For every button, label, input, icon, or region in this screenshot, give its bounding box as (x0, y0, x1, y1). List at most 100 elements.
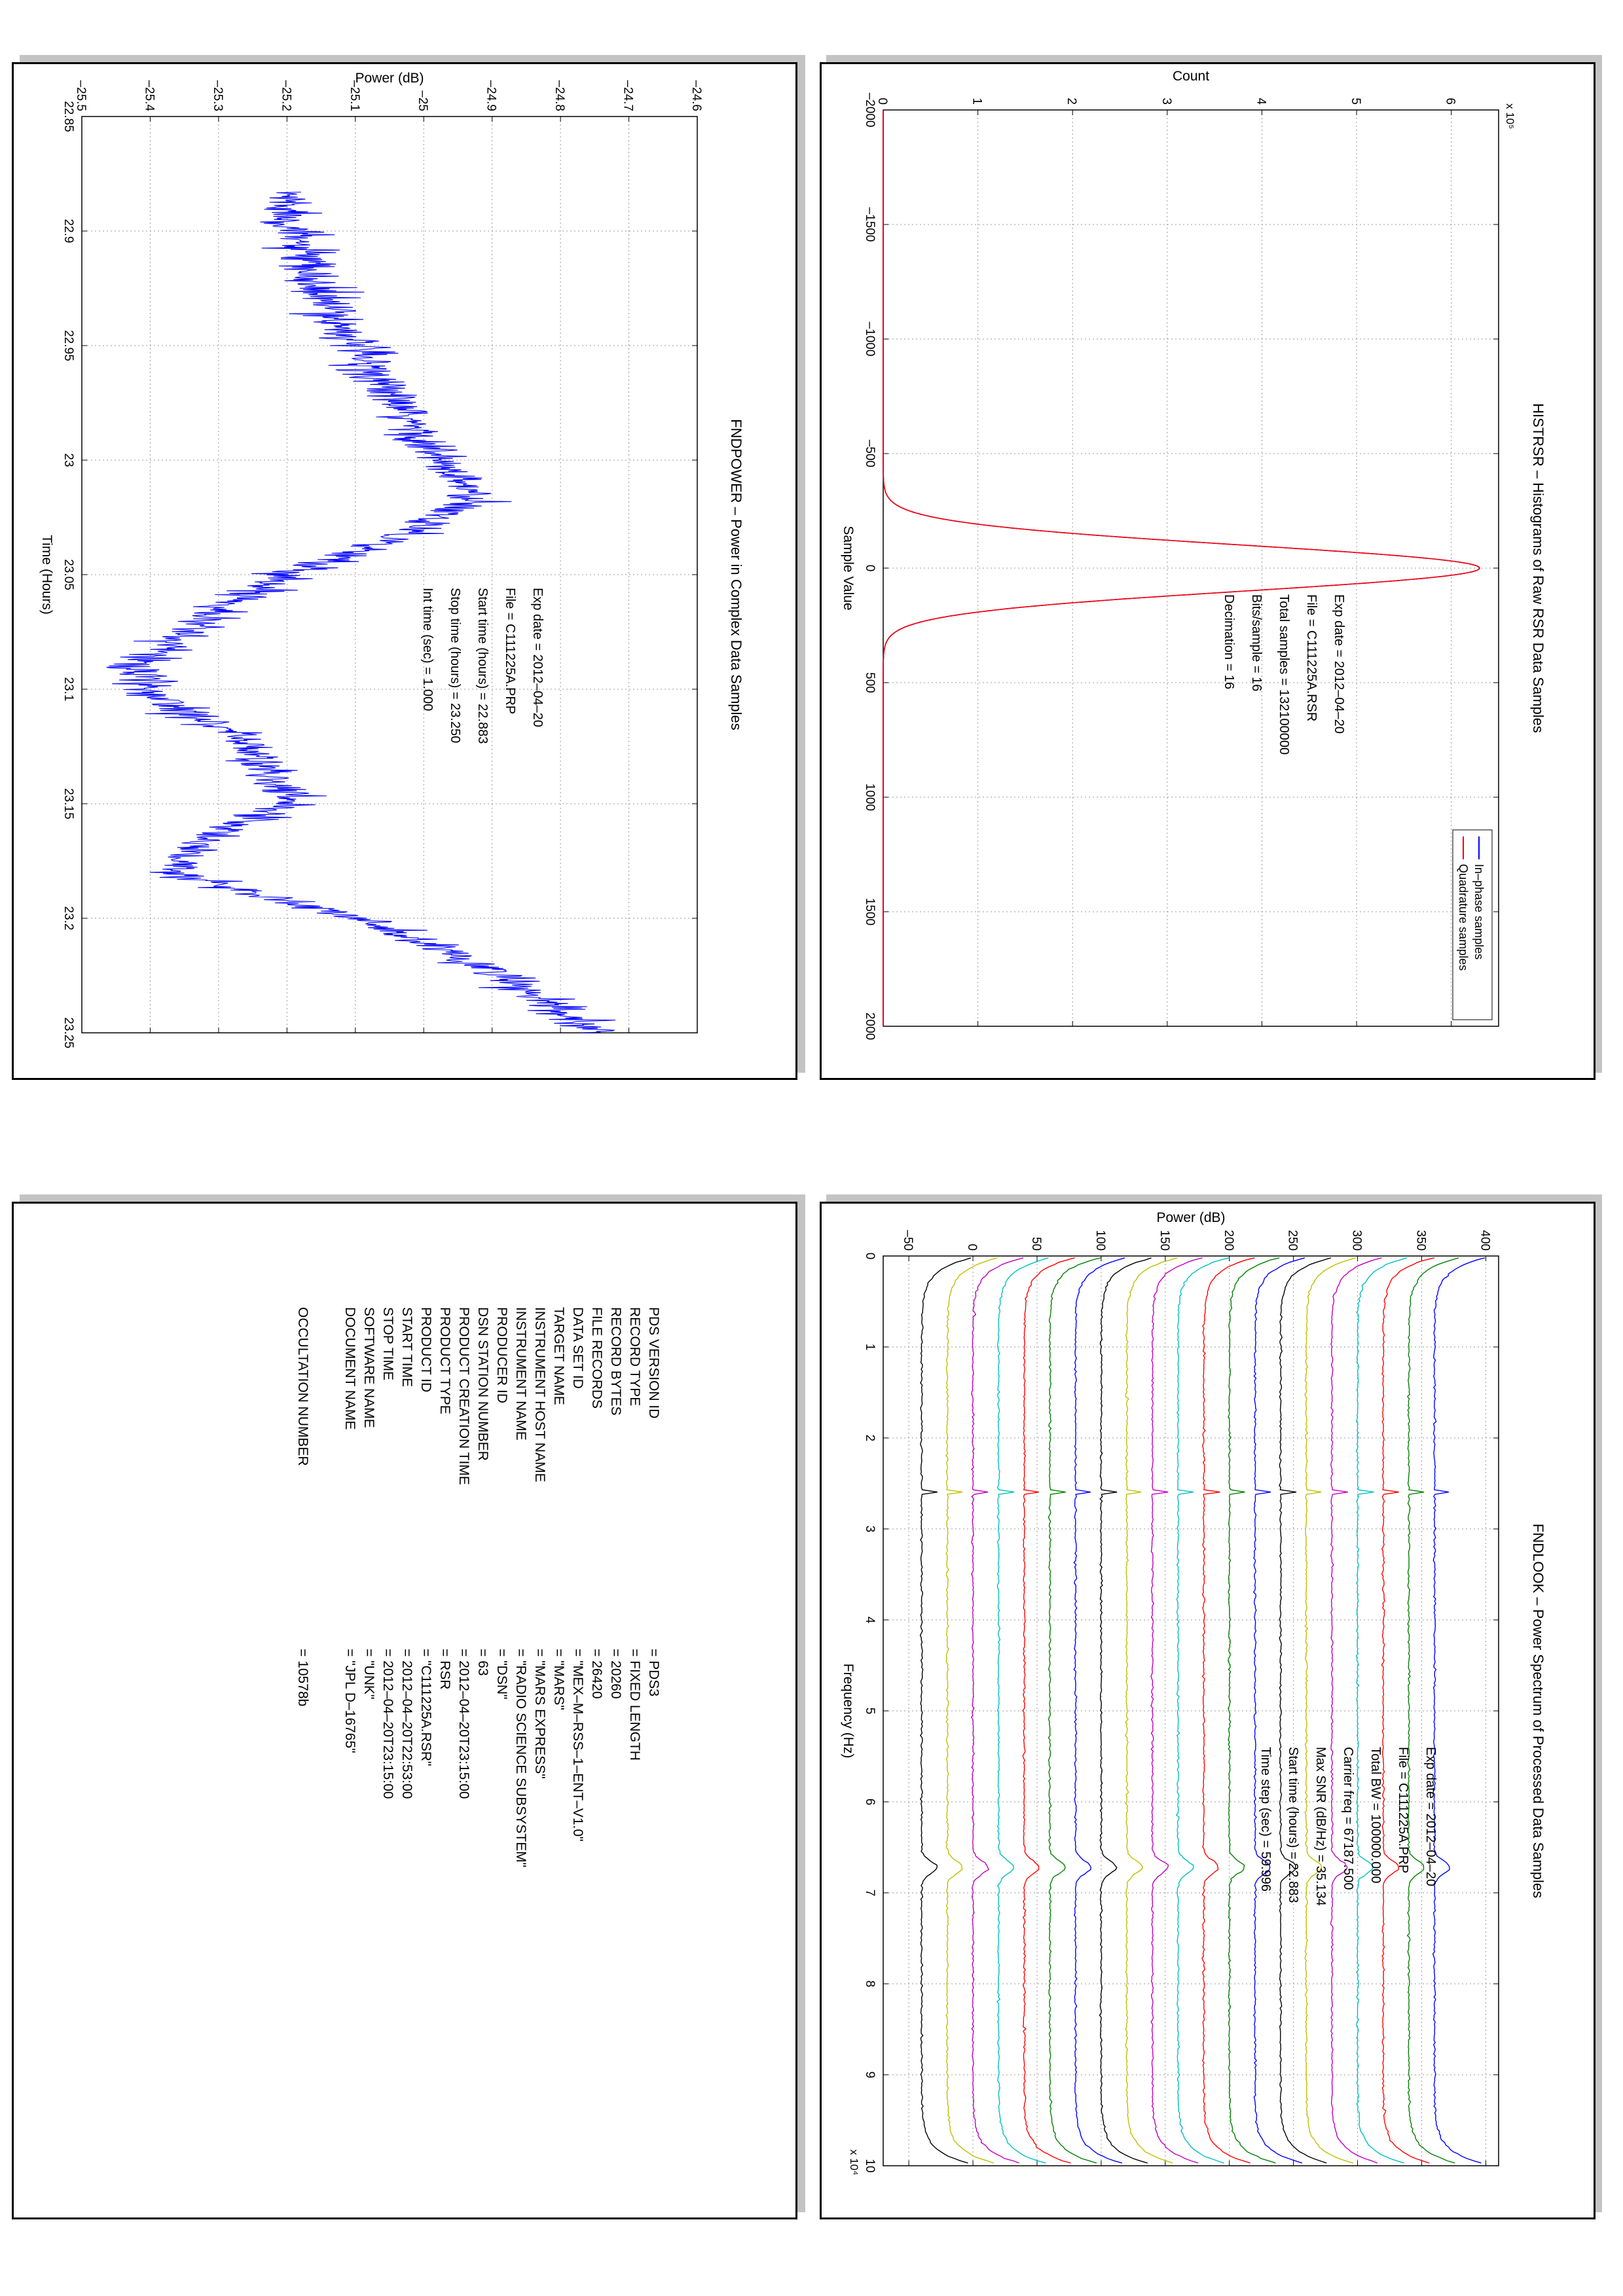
x-tick-label: 23 (62, 453, 75, 467)
y-tick-label: –24.7 (621, 80, 635, 111)
spectrum-series-line (1381, 1257, 1434, 2164)
label-value: = 26420 (589, 1649, 604, 1699)
x-tick-label: 8 (863, 1981, 877, 1988)
x-axis-exponent: x 10⁴ (848, 2149, 860, 2175)
x-tick-label: 1500 (863, 898, 877, 925)
y-tick-label: –50 (901, 1230, 915, 1251)
legend-label: Quadrature samples (1457, 864, 1470, 971)
x-tick-label: 23.1 (62, 677, 75, 702)
y-tick-label: 350 (1414, 1230, 1428, 1251)
label-key: INSTRUMENT NAME (513, 1307, 528, 1441)
y-tick-label: –25.4 (142, 80, 156, 111)
spectrum-series-line (1048, 1257, 1101, 2164)
x-tick-label: 22.85 (62, 101, 75, 132)
spectrum-series-line (1355, 1257, 1408, 2164)
y-tick-label: 4 (1254, 98, 1267, 105)
spectrum-series-line (996, 1257, 1049, 2164)
label-key: DATA SET ID (570, 1307, 585, 1389)
y-tick-label: –24.8 (553, 80, 566, 111)
info-text: File = C111225A.RSR (1304, 594, 1319, 721)
legend-label: In–phase samples (1472, 864, 1486, 960)
label-key: TARGET NAME (551, 1307, 566, 1405)
spectrum-series-line (1022, 1257, 1075, 2164)
x-axis-label: Frequency (Hz) (841, 1664, 856, 1759)
label-value: = "MARS" (551, 1649, 566, 1710)
label-value: = 63 (475, 1649, 490, 1676)
label-key: PDS VERSION ID (646, 1307, 661, 1419)
info-text: Bits/sample = 16 (1249, 594, 1264, 691)
label-panel: PDS VERSION ID = PDS3 RECORD TYPE = FIXED L… (12, 1202, 797, 2219)
y-axis-label: Power (dB) (355, 71, 424, 86)
spectrum-series-line (1406, 1257, 1459, 2164)
info-text: Decimation = 16 (1222, 594, 1236, 689)
x-tick-label: 22.95 (62, 330, 75, 361)
histogram-series-line (883, 110, 1481, 1026)
y-tick-label: 0 (875, 98, 889, 105)
spectrum-series-line (1432, 1257, 1486, 2164)
y-tick-label: –24.9 (484, 80, 498, 111)
label-key: PRODUCER ID (494, 1307, 509, 1404)
label-key: START TIME (399, 1307, 414, 1388)
x-tick-label: –1000 (863, 322, 877, 357)
x-tick-label: 5 (863, 1708, 877, 1715)
y-tick-label: –24.6 (689, 80, 703, 111)
spectrum-series-line (1201, 1257, 1255, 2164)
label-value: = FIXED LENGTH (627, 1649, 642, 1761)
label-key: PRODUCT CREATION TIME (456, 1307, 471, 1485)
info-text: Exp date = 2012–04–20 (1332, 594, 1346, 734)
spectrum-chart: FNDLOOK – Power Spectrum of Processed Da… (841, 1210, 1546, 2175)
power-series-line (106, 191, 616, 1033)
spectrum-series-line (1175, 1257, 1230, 2164)
y-tick-label: –25.1 (348, 80, 361, 111)
info-text: Stop time (hours) = 23.250 (448, 588, 462, 743)
spectrum-series-line (1330, 1257, 1382, 2164)
y-tick-label: 6 (1444, 98, 1457, 105)
x-tick-label: –2000 (863, 93, 877, 128)
label-value: = 2012–04–20T22:53:00 (399, 1649, 414, 1799)
label-key: RECORD BYTES (608, 1307, 623, 1416)
label-key: FILE RECORDS (589, 1307, 604, 1409)
x-axis-label: Sample Value (841, 526, 856, 610)
x-tick-label: 500 (863, 672, 877, 693)
spectrum-series-line (1304, 1257, 1356, 2164)
y-tick-label: 3 (1159, 98, 1173, 105)
label-value: = "UNK" (361, 1649, 376, 1700)
x-tick-label: 23.2 (62, 906, 75, 931)
x-tick-label: 7 (863, 1890, 877, 1897)
spectrum-series-line (1228, 1257, 1280, 2164)
chart-title: FNDPOWER – Power in Complex Data Samples (728, 419, 744, 730)
x-tick-label: –500 (863, 440, 877, 467)
x-tick-label: 10 (863, 2159, 877, 2172)
label-value: = 20260 (608, 1649, 623, 1699)
label-key: RECORD TYPE (627, 1307, 642, 1407)
x-tick-label: 22.9 (62, 219, 75, 243)
histogram-series-line (883, 110, 1481, 1026)
label-value: = 2012–04–20T23:15:00 (456, 1649, 471, 1799)
label-key: INSTRUMENT HOST NAME (532, 1307, 547, 1482)
y-tick-label: 5 (1349, 98, 1362, 105)
info-text: Start time (hours) = 22.883 (475, 588, 490, 744)
info-text: Exp date = 2012–04–20 (1423, 1747, 1438, 1886)
spectrum-series-line (1150, 1257, 1203, 2164)
info-text: Int time (sec) = 1.000 (420, 588, 435, 711)
label-value: = "JPL D–16765" (342, 1649, 357, 1753)
power-panel: FNDPOWER – Power in Complex Data Samples… (12, 62, 797, 1080)
y-axis-label: Power (dB) (1156, 1210, 1225, 1225)
chart-title: HISTRSR – Histograms of Raw RSR Data Sam… (1530, 403, 1546, 733)
info-text: Total samples = 132100000 (1277, 594, 1291, 755)
x-tick-label: –1500 (863, 207, 877, 242)
pds-label: PDS VERSION ID = PDS3 RECORD TYPE = FIXED L… (14, 1204, 795, 2217)
y-axis-label: Count (1173, 69, 1209, 84)
x-tick-label: 4 (863, 1617, 877, 1624)
info-text: Time step (sec) = 59.996 (1258, 1747, 1273, 1892)
y-tick-label: 1 (970, 98, 984, 105)
spectrum-series-line (1073, 1257, 1125, 2164)
x-tick-label: 23.05 (62, 559, 75, 590)
label-value: = "C111225A.RSR" (418, 1649, 433, 1767)
y-tick-label: –25.5 (74, 80, 88, 111)
label-key: DSN STATION NUMBER (475, 1307, 490, 1461)
info-text: Exp date = 2012–04–20 (530, 588, 545, 727)
label-value: = "MARS EXPRESS" (532, 1649, 547, 1779)
x-tick-label: 3 (863, 1526, 877, 1533)
spectrum-series-line (945, 1257, 998, 2164)
